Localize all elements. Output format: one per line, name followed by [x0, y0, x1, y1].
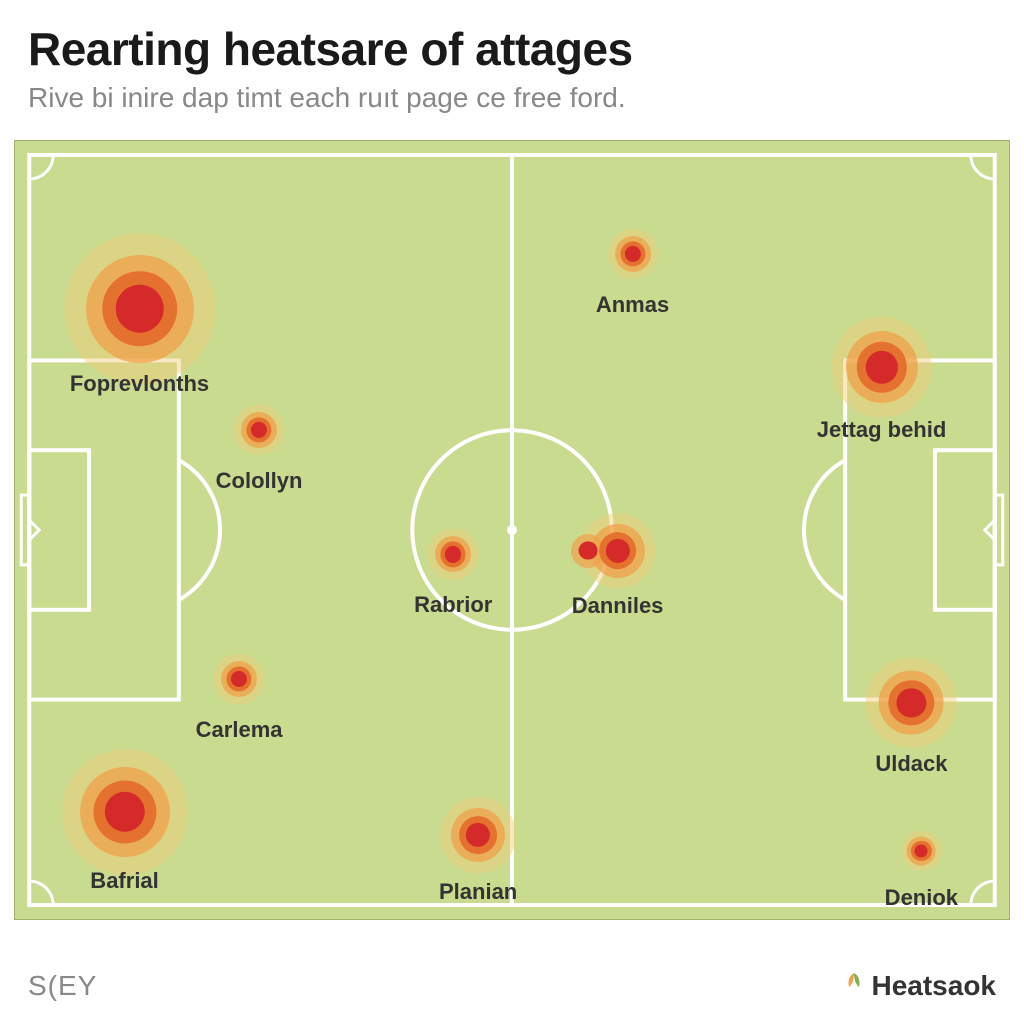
page-subtitle: Rive bi inire dap timt each ruıt page ce…: [28, 82, 996, 114]
pitch-container: Foprevlonths Colollyn Anmas Jettag behid Rab…: [0, 130, 1024, 920]
heat-point-label: Foprevlonths: [70, 371, 209, 397]
source-logo-left: S(EY: [28, 970, 97, 1002]
source-logo-right-text: Heatsaok: [871, 970, 996, 1002]
heat-point-label: Planian: [439, 879, 517, 905]
heat-point-label: Carlema: [196, 717, 283, 743]
heat-point-label: Rabrior: [414, 592, 492, 618]
heat-point-label: Jettag behid: [817, 417, 947, 443]
soccer-pitch: Foprevlonths Colollyn Anmas Jettag behid Rab…: [14, 140, 1010, 920]
heat-point-label: Bafrial: [90, 868, 158, 894]
page-title: Rearting heatsare of attages: [28, 22, 996, 76]
header: Rearting heatsare of attages Rive bi ini…: [0, 0, 1024, 130]
source-logo-right: Heatsaok: [841, 969, 996, 1002]
heat-point-label: Deniok: [885, 885, 958, 911]
heat-point-label: Anmas: [596, 292, 669, 318]
leaf-icon: [841, 969, 867, 1002]
footer: S(EY Heatsaok: [0, 969, 1024, 1002]
heat-point-label: Uldack: [875, 751, 947, 777]
heat-point-label: Danniles: [572, 593, 664, 619]
heat-point-label: Colollyn: [216, 468, 303, 494]
